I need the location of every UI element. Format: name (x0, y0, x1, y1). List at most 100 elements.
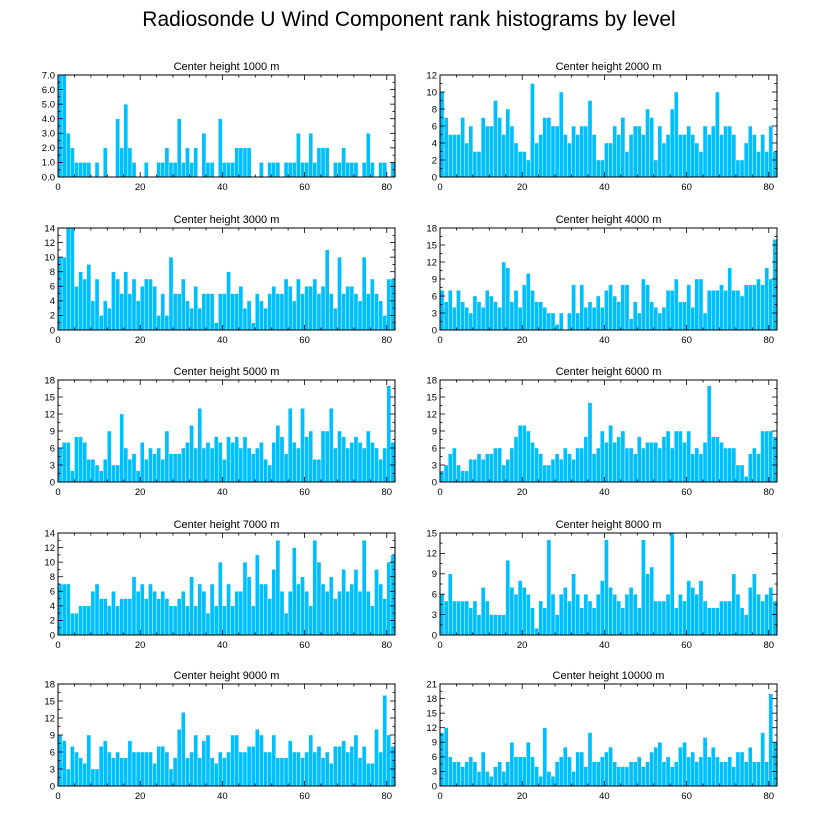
x-tick-label: 20 (135, 640, 146, 651)
histogram-bar (197, 408, 203, 483)
histogram-bar (690, 751, 696, 787)
histogram-bar (320, 430, 326, 483)
x-tick-label: 40 (599, 640, 610, 651)
histogram-bar (152, 453, 157, 483)
histogram-bar (312, 459, 318, 483)
histogram-bar (292, 751, 297, 787)
histogram-bar (181, 162, 186, 178)
histogram-bar (575, 134, 580, 178)
histogram-bar (304, 162, 309, 178)
histogram-bar (103, 300, 108, 331)
histogram-bar (460, 117, 465, 178)
histogram-bar (259, 734, 264, 787)
histogram-bar (390, 554, 396, 636)
histogram-bar (135, 751, 141, 787)
histogram-bar (259, 300, 264, 331)
histogram-bar (575, 312, 580, 331)
histogram-bar (637, 756, 642, 787)
histogram-bar (193, 605, 198, 636)
histogram-bar (657, 742, 663, 787)
histogram-bar (201, 293, 207, 331)
histogram-bar (304, 436, 309, 483)
histogram-bar (739, 295, 745, 331)
histogram-bar (218, 118, 223, 178)
y-tick-label: 0 (50, 325, 55, 336)
y-tick-label: 10 (44, 557, 55, 568)
histogram-bar (82, 605, 87, 636)
x-tick-label: 20 (517, 640, 528, 651)
histogram-bar (711, 607, 716, 636)
histogram-bar (337, 746, 342, 787)
histogram-bar (661, 436, 667, 483)
histogram-bar (764, 151, 769, 178)
histogram-bar (94, 768, 100, 787)
histogram-bar (230, 734, 235, 787)
histogram-bar (657, 447, 663, 483)
histogram-bar (78, 757, 83, 787)
histogram-bar (678, 301, 683, 331)
histogram-bar (723, 600, 728, 636)
histogram-bar (370, 763, 375, 787)
histogram-bar (222, 459, 227, 483)
histogram-bar (246, 147, 252, 178)
histogram-bar (61, 74, 67, 178)
histogram-bar (768, 430, 774, 483)
histogram-bar (443, 464, 449, 483)
histogram-bar (61, 740, 67, 787)
x-tick-label: 60 (681, 640, 692, 651)
histogram-bar (546, 117, 552, 178)
histogram-bar (168, 453, 174, 483)
histogram-bar (694, 761, 700, 787)
histogram-bar (645, 284, 650, 331)
histogram-bar (530, 290, 535, 331)
histogram-bar (579, 607, 585, 636)
histogram-bar (172, 757, 178, 787)
histogram-bar (521, 425, 527, 483)
histogram-bar (135, 470, 141, 483)
histogram-bar (558, 756, 564, 787)
histogram-bar (230, 442, 235, 483)
histogram-bar (296, 278, 301, 331)
histogram-bar (386, 734, 392, 787)
histogram-bar (513, 142, 519, 178)
histogram-bar (98, 746, 104, 787)
histogram-bar (571, 771, 576, 787)
histogram-bar (554, 614, 560, 636)
y-tick-label: 3 (432, 460, 437, 471)
histogram-bar (82, 162, 87, 178)
histogram-bar (657, 125, 663, 178)
histogram-bar (378, 583, 383, 636)
histogram-bar (571, 125, 576, 178)
histogram-bar (468, 125, 474, 178)
histogram-bar (333, 307, 338, 331)
histogram-bar (530, 756, 535, 787)
histogram-bar (698, 151, 704, 178)
histogram-bar (756, 594, 761, 636)
histogram-bar (193, 734, 198, 787)
histogram-bar (238, 751, 244, 787)
histogram-bar (230, 293, 235, 331)
histogram-bar (505, 761, 511, 787)
histogram-bar (197, 757, 203, 787)
y-tick-label: 15 (426, 240, 437, 251)
histogram-bar (103, 598, 108, 636)
histogram-bar (176, 729, 182, 787)
histogram-bar (509, 447, 515, 483)
histogram-bar (558, 312, 564, 331)
histogram-bar (349, 442, 355, 483)
histogram-bar (649, 442, 654, 483)
histogram-bar (292, 162, 297, 178)
histogram-bar (694, 447, 700, 483)
y-tick-label: 15 (426, 528, 437, 539)
histogram-bar (612, 594, 617, 636)
histogram-bar (764, 267, 769, 331)
histogram-bar (345, 751, 350, 787)
x-tick-label: 40 (599, 791, 610, 802)
y-tick-label: 6 (50, 443, 55, 454)
histogram-bar (513, 436, 519, 483)
histogram-bar (86, 605, 92, 636)
histogram-bar (267, 293, 272, 331)
histogram-bar (250, 322, 256, 331)
histogram-bar (353, 293, 359, 331)
